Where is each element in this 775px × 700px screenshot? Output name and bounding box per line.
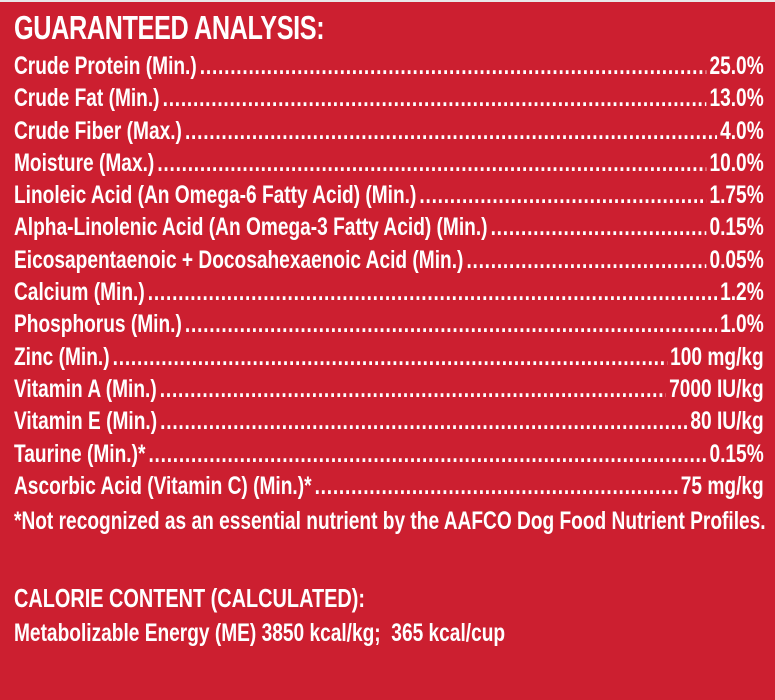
nutrient-label: Crude Fat (Min.): [14, 84, 160, 113]
dot-leader: [163, 82, 707, 114]
analysis-row: Vitamin A (Min.) 7000 IU/kg: [14, 373, 764, 405]
analysis-row: Crude Protein (Min.) 25.0%: [14, 50, 764, 82]
nutrient-label: Zinc (Min.): [14, 342, 110, 371]
analysis-row: Phosphorus (Min.) 1.0%: [14, 308, 764, 340]
calorie-title: CALORIE CONTENT (CALCULATED):: [14, 583, 365, 614]
nutrient-value: 0.15%: [709, 439, 764, 468]
analysis-row: Zinc (Min.) 100 mg/kg: [14, 341, 764, 373]
dot-leader: [148, 438, 706, 470]
analysis-row: Ascorbic Acid (Vitamin C) (Min.)* 75 mg/k…: [14, 470, 764, 502]
nutrient-label: Crude Fiber (Max.): [14, 116, 182, 145]
analysis-row: Crude Fat (Min.) 13.0%: [14, 82, 764, 114]
dot-leader: [185, 115, 717, 147]
nutrient-value: 75 mg/kg: [680, 471, 764, 500]
nutrient-value: 1.75%: [709, 181, 764, 210]
analysis-row: Alpha-Linolenic Acid (An Omega-3 Fatty A…: [14, 211, 764, 243]
nutrient-value: 0.05%: [709, 245, 764, 274]
nutrient-value: 25.0%: [709, 52, 764, 80]
nutrient-value: 0.15%: [709, 213, 764, 242]
nutrient-label: Moisture (Max.): [14, 148, 155, 177]
analysis-row: Taurine (Min.)* 0.15%: [14, 438, 764, 470]
nutrient-value: 4.0%: [720, 116, 764, 145]
nutrient-value: 100 mg/kg: [670, 342, 764, 371]
dot-leader: [466, 244, 706, 276]
nutrient-label: Calcium (Min.): [14, 278, 145, 307]
dot-leader: [148, 276, 717, 308]
nutrient-label: Vitamin A (Min.): [14, 374, 157, 403]
dot-leader: [157, 147, 706, 179]
nutrient-value: 10.0%: [709, 148, 764, 177]
analysis-row: Eicosapentaenoic + Docosahexaenoic Acid …: [14, 244, 764, 276]
nutrient-value: 13.0%: [709, 84, 764, 113]
nutrient-label: Alpha-Linolenic Acid (An Omega-3 Fatty A…: [14, 213, 488, 242]
nutrient-label: Phosphorus (Min.): [14, 310, 182, 339]
section-title: GUARANTEED ANALYSIS:: [14, 9, 325, 46]
dot-leader: [185, 308, 717, 340]
dot-leader: [200, 50, 707, 82]
dot-leader: [315, 470, 678, 502]
dot-leader: [160, 373, 666, 405]
analysis-row: Moisture (Max.) 10.0%: [14, 147, 764, 179]
nutrient-label: Crude Protein (Min.): [14, 52, 197, 80]
dot-leader: [419, 179, 706, 211]
dot-leader: [160, 405, 687, 437]
analysis-row: Crude Fiber (Max.) 4.0%: [14, 115, 764, 147]
calorie-line: Metabolizable Energy (ME) 3850 kcal/kg; …: [14, 619, 506, 648]
nutrient-label: Vitamin E (Min.): [14, 407, 158, 436]
nutrient-value: 1.2%: [720, 278, 764, 307]
label-content: GUARANTEED ANALYSIS: Crude Protein (Min.…: [14, 6, 766, 650]
dot-leader: [113, 341, 667, 373]
nutrient-label: Linoleic Acid (An Omega-6 Fatty Acid) (M…: [14, 181, 417, 210]
analysis-row: Vitamin E (Min.) 80 IU/kg: [14, 405, 764, 437]
dot-leader: [491, 211, 707, 243]
nutrient-label: Taurine (Min.)*: [14, 439, 146, 468]
nutrient-label: Ascorbic Acid (Vitamin C) (Min.)*: [14, 471, 312, 500]
nutrient-value: 7000 IU/kg: [669, 374, 764, 403]
analysis-row: Linoleic Acid (An Omega-6 Fatty Acid) (M…: [14, 179, 764, 211]
analysis-row: Calcium (Min.) 1.2%: [14, 276, 764, 308]
nutrient-value: 80 IU/kg: [690, 407, 764, 436]
analysis-list: Crude Protein (Min.)25.0%Crude Fat (Min.…: [14, 50, 764, 502]
footnote: *Not recognized as an essential nutrient…: [14, 507, 766, 536]
nutrient-label: Eicosapentaenoic + Docosahexaenoic Acid …: [14, 245, 464, 274]
nutrient-value: 1.0%: [720, 310, 764, 339]
